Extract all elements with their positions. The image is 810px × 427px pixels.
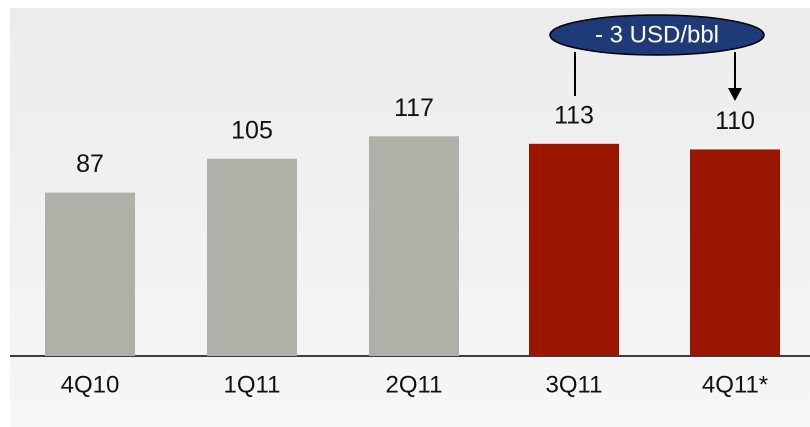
value-label: 117 (394, 94, 434, 122)
value-label: 110 (715, 107, 755, 135)
annotation-text: - 3 USD/bbl (595, 21, 719, 48)
x-tick-label: 2Q11 (386, 371, 443, 398)
value-label: 87 (76, 150, 104, 178)
bar (45, 192, 135, 356)
x-tick-label: 1Q11 (224, 371, 281, 398)
bar (690, 149, 780, 356)
bar (529, 143, 619, 356)
annotation-bubble (549, 14, 765, 56)
annotation-arrowhead (728, 88, 742, 101)
value-label: 113 (554, 101, 594, 129)
x-tick-label: 3Q11 (546, 371, 603, 398)
bar (369, 136, 459, 356)
value-label: 105 (231, 116, 273, 144)
x-tick-label: 4Q10 (61, 371, 120, 398)
bar (207, 158, 297, 356)
x-tick-label: 4Q11* (702, 371, 768, 398)
